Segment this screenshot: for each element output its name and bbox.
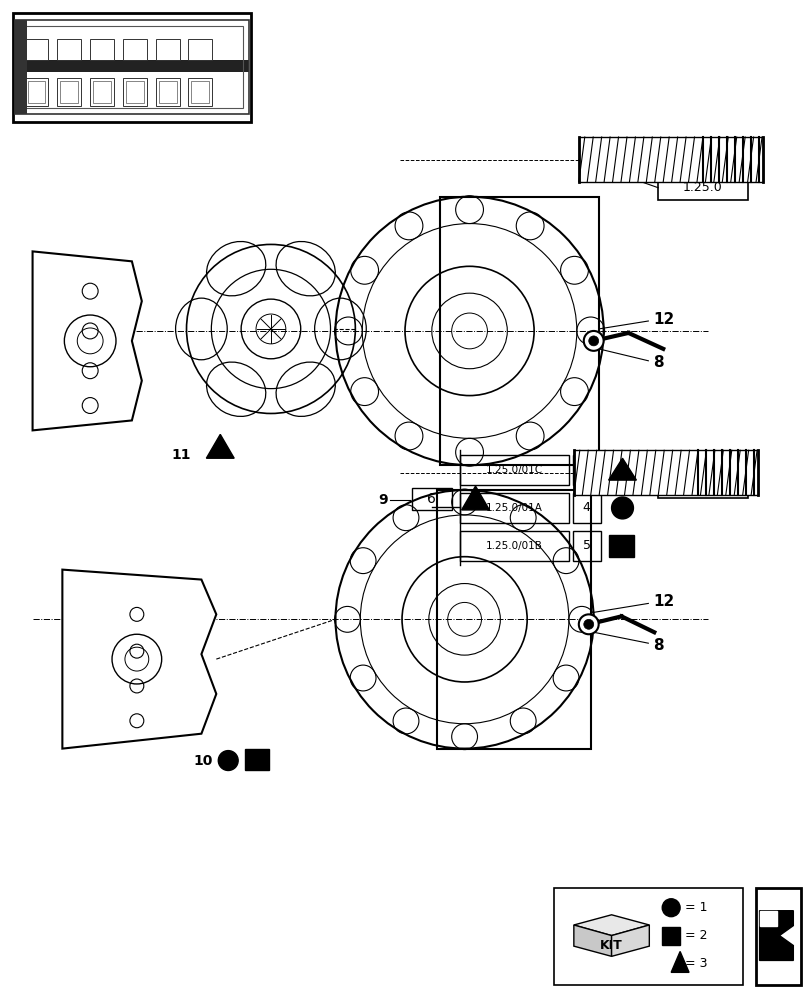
Circle shape (588, 336, 598, 346)
Bar (15, 20, 249, 114)
Bar (553, 888, 742, 985)
Bar (90, 78, 114, 106)
Text: 1.25.0: 1.25.0 (682, 181, 722, 194)
Circle shape (130, 714, 144, 728)
Text: = 3: = 3 (684, 957, 706, 970)
Circle shape (82, 283, 98, 299)
Text: 1.25.0: 1.25.0 (682, 480, 722, 493)
Bar (58, 78, 81, 106)
Bar (93, 81, 111, 103)
Text: 12: 12 (653, 594, 674, 609)
Circle shape (82, 363, 98, 379)
Bar (156, 78, 179, 106)
Polygon shape (573, 925, 611, 956)
Polygon shape (573, 915, 649, 936)
Circle shape (611, 497, 633, 519)
Circle shape (130, 679, 144, 693)
Circle shape (662, 899, 680, 917)
Text: = 2: = 2 (684, 929, 706, 942)
Bar (122, 39, 147, 60)
Text: 10: 10 (193, 754, 212, 768)
Text: 1.25.0/01C: 1.25.0/01C (485, 465, 542, 475)
Text: 8: 8 (653, 355, 663, 370)
Text: 4: 4 (582, 501, 590, 514)
Bar (24, 39, 49, 60)
Polygon shape (608, 535, 633, 557)
Bar (122, 78, 147, 106)
Circle shape (130, 607, 144, 621)
Bar (578, 137, 762, 182)
Polygon shape (245, 749, 268, 770)
Bar (440, 197, 598, 465)
Bar (188, 78, 212, 106)
Text: 11: 11 (171, 448, 191, 462)
Bar (60, 81, 78, 103)
Bar (573, 450, 757, 495)
Polygon shape (611, 925, 649, 956)
Text: 7: 7 (582, 464, 590, 477)
Bar (755, 888, 800, 985)
Circle shape (583, 331, 603, 351)
Bar (15, 20, 27, 114)
Bar (90, 39, 114, 60)
Circle shape (82, 323, 98, 339)
Polygon shape (62, 570, 216, 749)
Circle shape (583, 619, 593, 629)
Bar (15, 60, 249, 72)
Text: KIT: KIT (599, 939, 622, 952)
Bar (411, 488, 451, 510)
Bar (191, 81, 209, 103)
Text: 5: 5 (582, 539, 590, 552)
Bar (20, 26, 242, 108)
Text: 9: 9 (378, 493, 388, 507)
Text: 12: 12 (653, 312, 674, 327)
Circle shape (218, 751, 238, 770)
Polygon shape (758, 911, 792, 960)
Bar (156, 39, 179, 60)
Text: = 1: = 1 (684, 901, 706, 914)
Text: 1.25.0/01B: 1.25.0/01B (485, 541, 542, 551)
Bar (28, 81, 45, 103)
Circle shape (578, 614, 598, 634)
Bar (188, 39, 212, 60)
Bar (572, 455, 600, 485)
Bar (24, 78, 49, 106)
Polygon shape (206, 434, 234, 458)
Bar (459, 455, 569, 485)
Bar (459, 493, 569, 523)
Bar (58, 39, 81, 60)
Bar (13, 13, 251, 122)
Text: 6: 6 (427, 492, 436, 506)
Text: 1.25.0/01A: 1.25.0/01A (485, 503, 542, 513)
Polygon shape (608, 458, 636, 480)
Bar (572, 531, 600, 561)
Polygon shape (662, 927, 680, 945)
Bar (658, 474, 747, 498)
Circle shape (82, 398, 98, 413)
Bar (126, 81, 144, 103)
Bar (658, 176, 747, 200)
Text: 8: 8 (653, 638, 663, 653)
Bar (158, 81, 176, 103)
Circle shape (130, 644, 144, 658)
Polygon shape (758, 911, 776, 926)
Bar (436, 490, 590, 749)
Polygon shape (32, 251, 142, 430)
Polygon shape (461, 486, 489, 510)
Bar (572, 493, 600, 523)
Polygon shape (671, 951, 689, 972)
Bar (459, 531, 569, 561)
